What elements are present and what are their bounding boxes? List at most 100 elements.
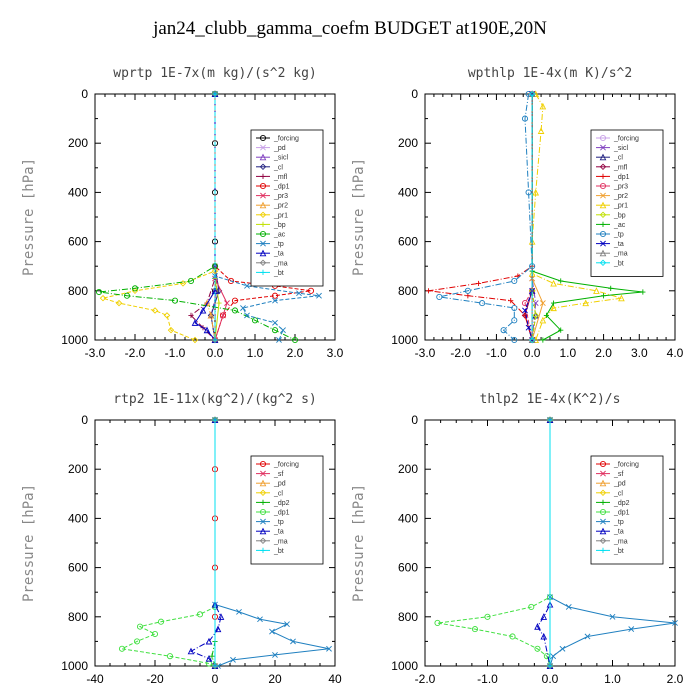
legend-marker [599, 460, 607, 468]
data-point [236, 608, 242, 615]
series-pr1 [99, 90, 219, 344]
data-point [528, 90, 536, 98]
y-tick-label: 1000 [61, 333, 88, 347]
legend-entry: _dp1 [273, 184, 290, 191]
y-tick-label: 600 [398, 235, 418, 249]
legend-entry: _pr3 [613, 184, 628, 191]
legend-marker [600, 547, 606, 553]
series-line [101, 94, 216, 341]
data-point [205, 655, 213, 662]
data-point [290, 638, 296, 645]
data-point [118, 645, 126, 652]
data-point [425, 288, 432, 294]
legend-entry: _sf [613, 471, 623, 478]
y-tick-label: 200 [68, 136, 88, 150]
legend-marker [599, 489, 607, 497]
series-ta [522, 91, 536, 343]
data-point [280, 327, 286, 334]
data-point [326, 645, 332, 652]
legend-entry: _pd [273, 481, 286, 488]
x-tick-label: 0.0 [524, 346, 541, 360]
panel-title: rtp2 1E-11x(kg^2)/(kg^2 s) [113, 392, 317, 407]
y-tick-label: 800 [68, 610, 88, 624]
legend-entry: _forcing [273, 462, 299, 469]
legend-entry: _mfl [613, 164, 628, 171]
series-line [549, 420, 676, 667]
legend-marker [259, 479, 267, 487]
data-point [219, 312, 227, 319]
legend-entry: _bt [613, 260, 624, 267]
data-point [528, 336, 536, 344]
data-point [214, 625, 222, 633]
data-point [171, 297, 179, 304]
y-tick-label: 0 [81, 87, 88, 101]
data-point [151, 307, 159, 314]
legend-entry: _cl [613, 490, 623, 497]
x-tick-label: 20 [268, 672, 282, 686]
x-tick-label: -1.0 [165, 346, 186, 360]
x-tick-label: -1.0 [486, 346, 507, 360]
y-tick-label: 1000 [61, 659, 88, 673]
y-tick-label: 600 [68, 561, 88, 575]
data-point [196, 611, 204, 618]
y-tick-label: 800 [68, 284, 88, 298]
data-point [212, 417, 218, 423]
legend-entry: _ac [273, 232, 286, 239]
data-point [600, 293, 607, 299]
y-tick-label: 0 [411, 413, 418, 427]
panel-title: wpthlp 1E-4x(m K)/s^2 [468, 66, 632, 81]
data-point [151, 630, 159, 638]
legend-entry: _ta [613, 529, 624, 536]
data-point [240, 305, 246, 311]
legend-marker [259, 460, 267, 468]
legend-entry: _dp2 [613, 500, 630, 507]
data-point [220, 312, 226, 319]
data-point [537, 127, 545, 134]
legend-entry: _pd [613, 481, 626, 488]
data-point [131, 285, 139, 292]
chart-panel-4: thlp2 1E-4x(K^2)/s Pressure [hPa] 0 200 400 6… [351, 392, 684, 686]
legend-marker [599, 163, 607, 171]
y-tick-label: 200 [398, 136, 418, 150]
data-point [475, 280, 482, 287]
data-point [99, 294, 107, 302]
series-line [439, 93, 533, 341]
legend: _forcing _sf _pd _cl _dp2 _dp1 _tp _ta _ma _bt [590, 455, 664, 565]
series-mfl [521, 90, 536, 344]
data-point [539, 102, 547, 110]
data-point [484, 613, 491, 620]
series-line [120, 420, 216, 667]
data-point [166, 653, 174, 660]
data-point [188, 312, 194, 318]
series-pr1 [528, 90, 625, 344]
y-tick-label: 200 [398, 462, 418, 476]
data-point [95, 288, 103, 296]
data-point [559, 645, 566, 652]
legend-entry: _tp [613, 232, 624, 239]
legend-entry: _ma [273, 260, 288, 267]
legend-marker [599, 537, 607, 545]
data-point [244, 312, 250, 319]
data-point [511, 277, 518, 285]
series-line [437, 420, 551, 667]
legend-entry: _sicl [273, 155, 288, 162]
data-point [543, 312, 550, 318]
legend-entry: _tp [273, 519, 284, 526]
data-point [257, 616, 263, 623]
legend-entry: _dp1 [613, 510, 630, 517]
x-tick-label: 0.0 [542, 672, 559, 686]
data-point [525, 189, 532, 196]
data-point [532, 312, 539, 319]
data-point [272, 319, 278, 326]
legend-marker [259, 211, 267, 219]
legend-marker [260, 221, 266, 227]
legend-marker [600, 499, 606, 505]
data-point [608, 285, 614, 291]
legend: _forcing _pd _sicl _cl _mfl _dp1 _pr3 _pr2 _pr1 _… [250, 129, 324, 287]
data-point [540, 613, 548, 620]
data-point [540, 632, 548, 640]
legend-entry: _bp [273, 222, 286, 229]
legend-entry: _bt [613, 548, 624, 555]
x-tick-label: 3.0 [327, 346, 344, 360]
legend-marker [600, 240, 606, 247]
